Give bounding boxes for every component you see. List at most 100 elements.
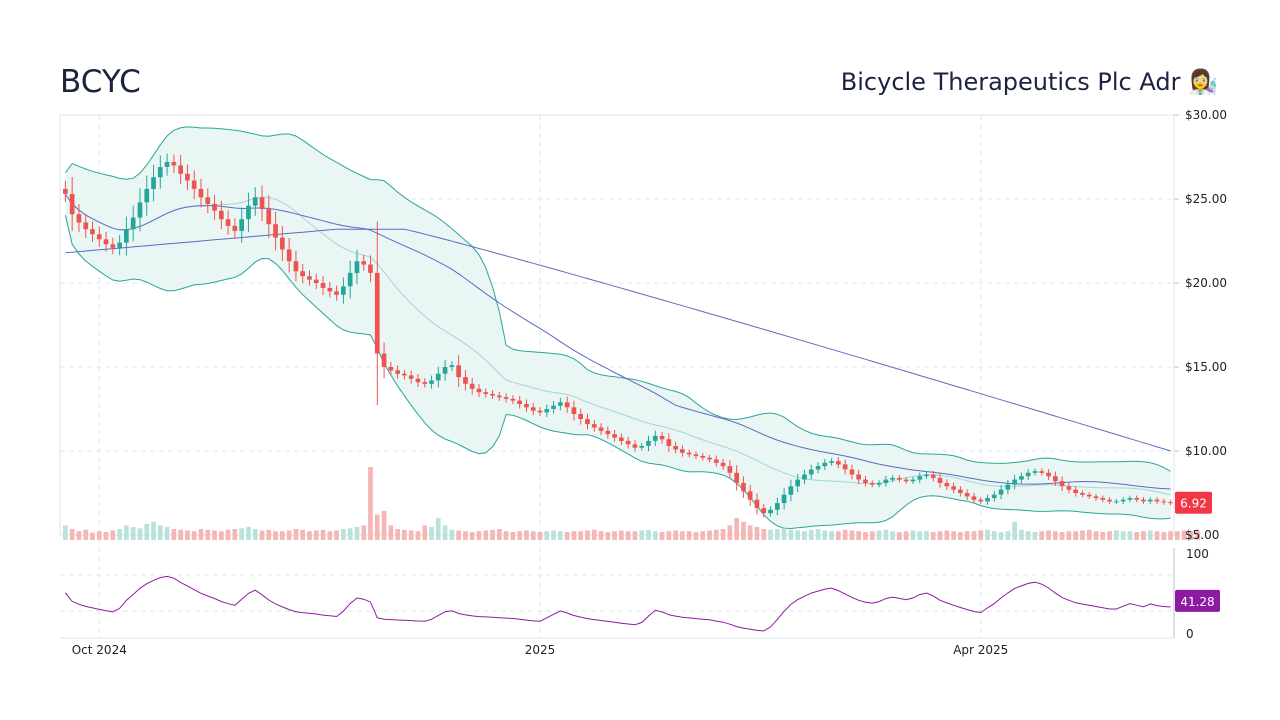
volume-bar [585,530,590,540]
time-tick-label: Apr 2025 [953,643,1008,657]
candle [435,366,441,388]
candle-body [361,261,367,265]
candle [490,390,495,400]
candle [544,404,550,417]
candle-body [1053,476,1058,482]
volume-bar [252,529,258,540]
candle [768,506,773,517]
volume-bars [63,467,1201,541]
candle [971,492,977,504]
volume-bar [1147,530,1153,540]
candle [117,235,122,256]
volume-bar [903,531,909,540]
candle-body [686,452,692,455]
volume-bar [381,510,387,540]
candle [524,399,529,412]
volume-bar [1107,531,1112,540]
candle [1141,497,1146,504]
candle-body [680,449,685,453]
candle [164,153,170,176]
volume-bar [219,531,224,540]
volume-bar [422,525,428,540]
volume-bar [307,531,312,540]
candle-body [673,446,678,450]
candle-body [1147,499,1153,502]
candle-body [876,482,882,485]
candle-body [483,392,489,394]
candle [1100,495,1106,503]
candle [307,270,312,286]
candle-body [327,288,333,292]
candle [517,396,522,409]
candle-body [720,462,726,467]
candle-body [985,498,990,502]
candle-body [368,264,373,273]
candle-body [313,279,319,283]
volume-bar [456,530,461,540]
candle-body [510,398,516,401]
candle-body [442,367,448,374]
price-tick-label: $15.00 [1185,360,1227,374]
candle [1114,498,1119,504]
candle [171,154,177,173]
candle [1039,468,1045,476]
volume-bar [1073,531,1078,540]
candle [157,155,163,189]
candle [951,482,956,494]
candle-body [578,414,583,419]
candle [246,192,251,233]
candle-body [693,454,699,457]
candle-body [266,209,272,225]
candle-body [849,469,855,475]
candle-body [219,210,224,220]
volume-bar [659,532,665,540]
candle [1005,479,1011,495]
candle [876,480,882,488]
volume-bar [686,531,692,540]
price-tick-label: $20.00 [1185,276,1227,290]
volume-bar [517,531,522,540]
candle-body [96,234,102,240]
volume-bar [951,531,956,540]
candle [883,475,889,487]
candle [1107,497,1112,504]
rsi-line [65,575,1171,632]
volume-bar [788,529,794,540]
rsi-tick-label: 0 [1186,627,1194,641]
candle [985,494,990,505]
candle [659,431,665,444]
volume-bar [727,525,733,540]
candle [361,254,367,271]
candle-body [652,435,658,441]
volume-bar [395,529,400,540]
candle [1032,468,1038,476]
candle [530,402,536,416]
candle-body [83,222,89,230]
candle-body [924,474,929,477]
candle [429,375,434,389]
candle-body [63,188,68,194]
candle-body [998,489,1004,495]
volume-bar [822,530,828,540]
candle-body [1012,479,1017,485]
candle-body [666,439,672,446]
candle [449,361,455,372]
candle [388,362,394,376]
candle-body [503,397,509,399]
volume-bar [1005,531,1011,540]
candle [219,200,224,229]
candle [558,397,563,411]
volume-bar [775,529,780,540]
candle-body [1134,498,1139,500]
candle [442,359,448,381]
volume-bar [713,529,719,540]
volume-bar [971,531,977,540]
scientist-emoji-icon: 👩‍🔬 [1188,68,1218,96]
candle-body [707,457,712,460]
candle-body [761,508,767,514]
rsi-last-value: 41.28 [1180,595,1214,609]
volume-bar [652,531,658,540]
candle-body [198,188,204,198]
price-tick-label: $5.00 [1185,528,1219,542]
candle-body [408,375,414,379]
